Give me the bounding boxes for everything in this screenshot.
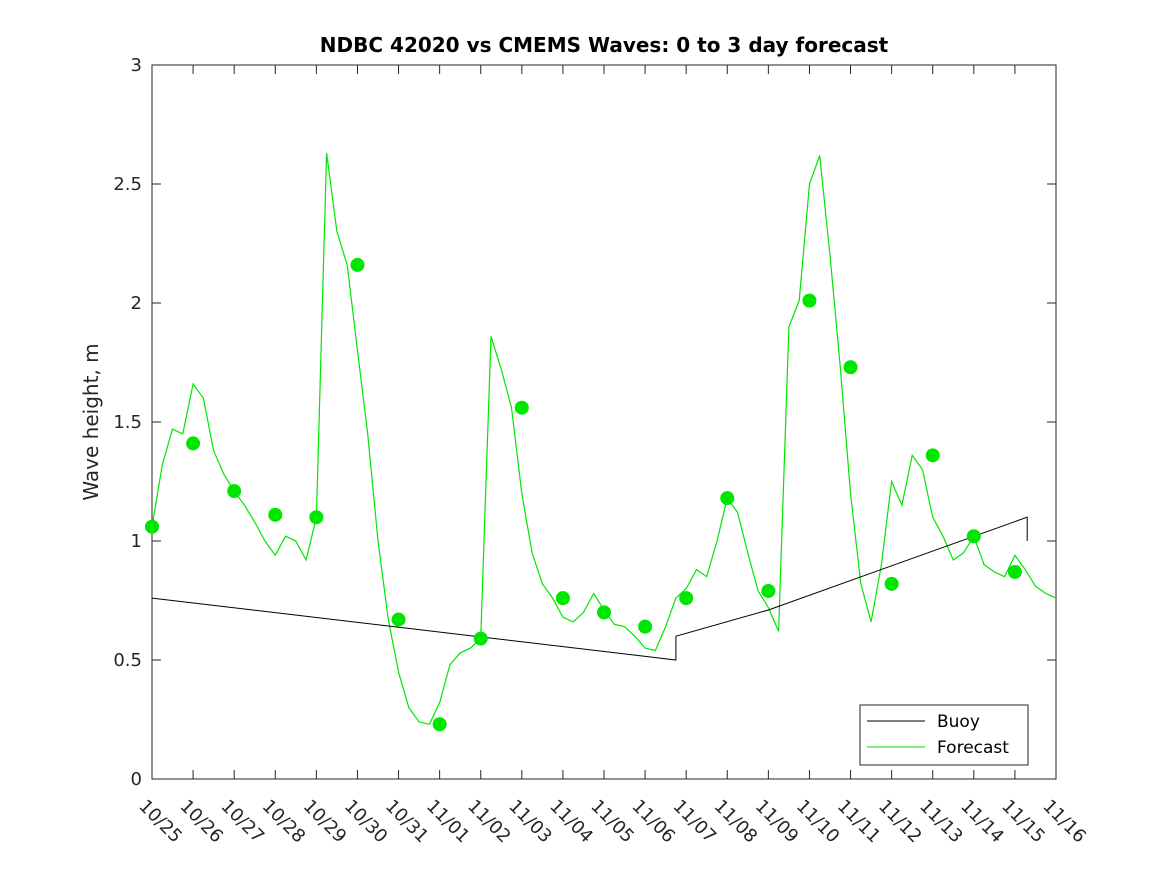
y-axis-label: Wave height, m [79, 343, 103, 500]
axes-box [151, 64, 1057, 780]
y-tick-label: 0.5 [113, 650, 142, 671]
forecast-marker [309, 510, 324, 525]
buoy-line [151, 516, 1028, 661]
forecast-marker [802, 293, 817, 308]
forecast-marker [514, 400, 529, 415]
forecast-marker [268, 507, 283, 522]
forecast-markers [145, 257, 1022, 732]
y-tick-label: 3 [131, 55, 142, 76]
forecast-marker [391, 612, 406, 627]
forecast-marker [966, 529, 981, 544]
forecast-marker [145, 519, 159, 534]
forecast-marker [638, 619, 653, 634]
y-tick-label: 2 [131, 293, 142, 314]
forecast-marker [1007, 564, 1022, 579]
y-axis-ticks: 0 0.5 1 1.5 2 2.5 3 [113, 55, 1056, 790]
forecast-marker [350, 257, 365, 272]
y-tick-label: 1 [131, 531, 142, 552]
forecast-marker [720, 491, 735, 506]
legend-buoy-label: Buoy [937, 712, 980, 732]
forecast-marker [679, 591, 694, 606]
forecast-marker [843, 360, 858, 375]
y-tick-label: 0 [131, 769, 142, 790]
forecast-marker [884, 576, 899, 591]
forecast-marker [227, 484, 242, 499]
forecast-marker [473, 631, 488, 646]
legend: Buoy Forecast [859, 704, 1029, 766]
y-tick-label: 1.5 [113, 412, 142, 433]
forecast-marker [761, 583, 776, 598]
plot-area: 00.511.522.53 10/2510/2610/2710/2810/291… [113, 55, 1090, 847]
buoy-series [151, 516, 1028, 661]
y-tick-label: 2.5 [113, 174, 142, 195]
forecast-marker [432, 717, 447, 732]
forecast-marker [597, 605, 611, 620]
forecast-marker [555, 591, 570, 606]
forecast-marker [186, 436, 201, 451]
legend-forecast-label: Forecast [937, 738, 1009, 758]
legend-box [859, 704, 1029, 766]
forecast-marker [925, 448, 940, 463]
chart-title: NDBC 42020 vs CMEMS Waves: 0 to 3 day fo… [320, 33, 889, 57]
